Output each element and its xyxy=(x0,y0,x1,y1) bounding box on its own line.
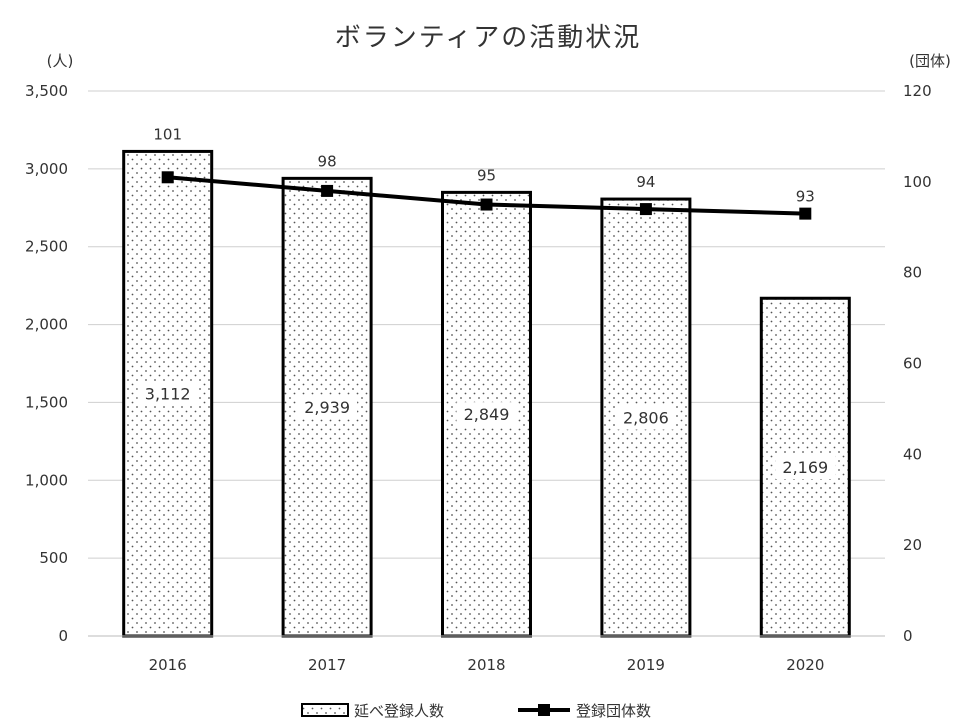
bar-series xyxy=(122,149,851,638)
y-left-tick-label: 3,000 xyxy=(25,160,68,178)
bar-value-label-background xyxy=(775,455,836,480)
x-tick-label: 2019 xyxy=(627,656,665,674)
y-left-tick-label: 0 xyxy=(58,627,68,645)
line-value-label: 101 xyxy=(153,125,182,143)
y-left-tick-label: 2,000 xyxy=(25,316,68,334)
y-left-tick-label: 1,000 xyxy=(25,471,68,489)
y-left-tick-label: 500 xyxy=(39,549,68,567)
bar-value-label: 2,939 xyxy=(304,398,350,417)
axes: 0 500 1,000 1,500 2,000 2,500 3,000 3,500 0 20 40 6… xyxy=(25,82,932,674)
y-right-tick-label: 20 xyxy=(903,536,922,554)
x-tick-label: 2020 xyxy=(786,656,824,674)
data-labels: 3,112 2,939 2,849 2,806 2,169 101 98 95 94 93 xyxy=(137,125,836,480)
y-right-tick-label: 120 xyxy=(903,82,932,100)
line-series xyxy=(161,171,812,220)
x-tick-label: 2017 xyxy=(308,656,346,674)
legend-line-marker xyxy=(538,704,550,716)
y-right-tick-label: 60 xyxy=(903,355,922,373)
y-right-tick-label: 100 xyxy=(903,173,932,191)
bar-value-label-background xyxy=(137,381,198,406)
legend-bar-label: 延べ登録人数 xyxy=(354,702,444,720)
line-value-label: 95 xyxy=(477,166,496,184)
y-right-tick-label: 80 xyxy=(903,264,922,282)
y-right-tick-label: 40 xyxy=(903,445,922,463)
bar-value-label-background xyxy=(456,402,517,427)
bar-value-label-background xyxy=(297,395,358,420)
x-tick-label: 2016 xyxy=(149,656,187,674)
y-left-tick-label: 3,500 xyxy=(25,82,68,100)
y-left-tick-label: 2,500 xyxy=(25,238,68,256)
bar-value-label: 2,806 xyxy=(623,409,669,428)
line-marker xyxy=(480,198,493,211)
legend: 延べ登録人数 登録団体数 xyxy=(301,702,651,720)
bar-value-label-background xyxy=(615,405,676,430)
line-value-label: 98 xyxy=(318,152,337,170)
line-marker xyxy=(639,203,652,216)
chart-title: ボランティアの活動状況 xyxy=(335,23,641,53)
line-marker xyxy=(321,184,334,197)
line-value-label: 93 xyxy=(796,188,815,206)
right-axis-unit: (団体) xyxy=(909,52,951,70)
bar-value-label: 2,169 xyxy=(782,458,828,477)
line-value-label: 94 xyxy=(636,173,655,191)
y-left-tick-label: 1,500 xyxy=(25,393,68,411)
legend-line-label: 登録団体数 xyxy=(576,702,651,720)
legend-bar-swatch xyxy=(301,703,349,717)
bar-value-label: 2,849 xyxy=(464,405,510,424)
line-marker xyxy=(799,207,812,220)
x-tick-label: 2018 xyxy=(467,656,505,674)
bar-value-label: 3,112 xyxy=(145,385,191,404)
y-right-tick-label: 0 xyxy=(903,627,913,645)
left-axis-unit: (人) xyxy=(47,52,74,70)
line-marker xyxy=(161,171,174,184)
